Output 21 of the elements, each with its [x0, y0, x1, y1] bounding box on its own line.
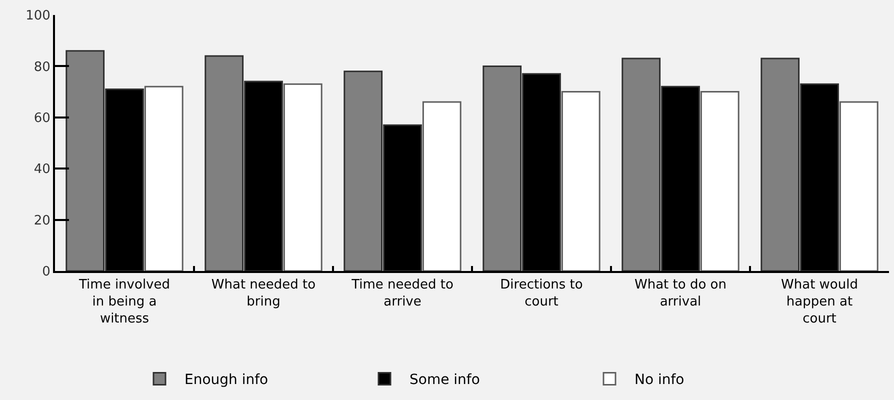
legend-label: Some info: [410, 372, 480, 388]
bar: [283, 83, 322, 271]
legend-label: No info: [634, 372, 684, 388]
x-tick-label: Time involved in being a witness: [78, 278, 170, 326]
legend-label: Enough info: [184, 372, 268, 388]
bar: [422, 101, 462, 271]
y-tick-label: 0: [42, 264, 50, 280]
bar: [700, 91, 740, 271]
x-tick-label: Directions to court: [500, 278, 583, 310]
bar: [561, 91, 600, 271]
y-tick-label: 40: [34, 162, 50, 178]
y-tick-label: 80: [34, 60, 50, 75]
y-tick-label: 60: [34, 110, 50, 126]
x-tick-label: What needed to bring: [211, 278, 316, 310]
bar: [144, 86, 184, 271]
y-tick-label: 100: [26, 8, 50, 24]
x-tick-label: Time needed to arrive: [350, 278, 454, 310]
x-tick-label: What would happen at court: [781, 278, 858, 326]
x-tick-label: What to do on arrival: [634, 278, 727, 310]
y-tick-label: 20: [34, 213, 50, 228]
bar: [839, 101, 878, 271]
